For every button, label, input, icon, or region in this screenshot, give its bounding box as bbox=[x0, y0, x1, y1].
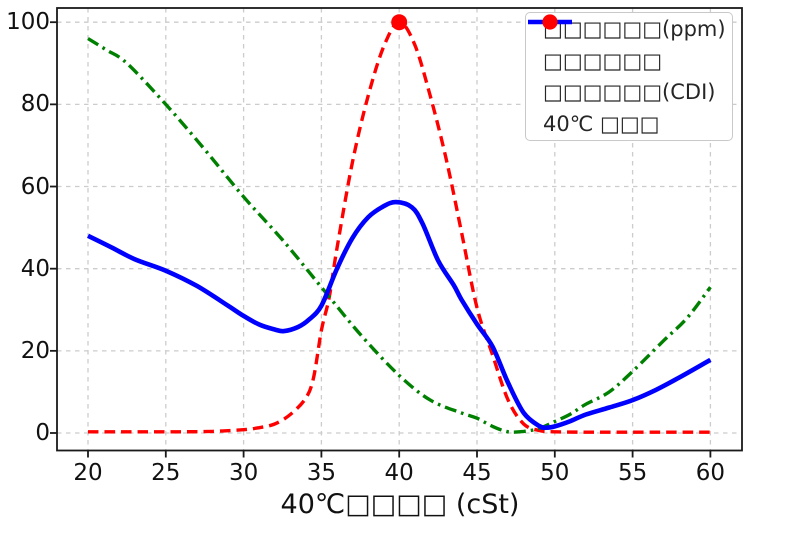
x-tick-label: 25 bbox=[151, 460, 181, 486]
red-dot-icon bbox=[542, 14, 558, 30]
x-axis-label: 40℃□□□□ (cSt) bbox=[280, 489, 520, 520]
x-tick-label: 45 bbox=[462, 460, 492, 486]
legend-label-green: □□□□□□ bbox=[543, 48, 663, 73]
legend-item-red-dashed: □□□□□□(ppm) bbox=[526, 14, 732, 44]
x-tick-label: 50 bbox=[540, 460, 570, 486]
legend-label-blue: □□□□□□(CDI) bbox=[543, 80, 716, 105]
legend: □□□□□□(ppm) □□□□□□ □□□□□□(CDI) 40℃ □□□ bbox=[525, 12, 733, 141]
y-tick-label: 20 bbox=[20, 337, 50, 364]
legend-item-blue-solid: □□□□□□(CDI) bbox=[526, 19, 732, 107]
x-tick-label: 20 bbox=[73, 460, 103, 486]
legend-item-marker: 40℃ □□□ bbox=[526, 14, 732, 139]
y-tick-label: 40 bbox=[20, 255, 50, 282]
x-tick-label: 35 bbox=[306, 460, 337, 486]
legend-label-red: □□□□□□(ppm) bbox=[543, 17, 726, 42]
y-tick-label: 80 bbox=[20, 91, 50, 118]
y-tick-label: 100 bbox=[6, 9, 50, 36]
y-tick-label: 0 bbox=[35, 420, 50, 446]
x-tick-label: 60 bbox=[695, 460, 726, 486]
y-tick-label: 60 bbox=[20, 173, 50, 200]
x-tick-label: 55 bbox=[617, 460, 648, 486]
x-tick-label: 40 bbox=[384, 460, 414, 486]
x-tick-label: 30 bbox=[228, 460, 259, 486]
legend-item-green-dashdot: □□□□□□ bbox=[526, 20, 732, 76]
legend-label-marker: 40℃ □□□ bbox=[543, 111, 660, 136]
